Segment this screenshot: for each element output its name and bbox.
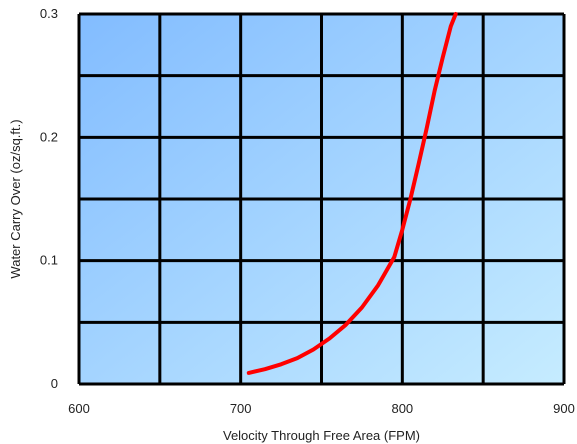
x-axis-label: Velocity Through Free Area (FPM) xyxy=(223,428,420,443)
y-tick-label: 0.3 xyxy=(40,6,58,21)
x-tick-label: 900 xyxy=(553,401,575,416)
x-tick-label: 700 xyxy=(230,401,252,416)
grid xyxy=(77,12,566,386)
y-tick-label: 0.2 xyxy=(40,129,58,144)
series-line-1 xyxy=(246,12,458,375)
y-axis-label: Water Carry Over (oz/sq.ft.) xyxy=(8,119,23,278)
x-tick-label: 600 xyxy=(68,401,90,416)
y-tick-label: 0.1 xyxy=(40,253,58,268)
x-axis-ticks: 600 700 800 900 xyxy=(68,401,575,416)
series-layer xyxy=(246,12,458,375)
y-axis-ticks: 0 0.1 0.2 0.3 xyxy=(40,6,58,391)
x-tick-label: 800 xyxy=(391,401,413,416)
y-tick-label: 0 xyxy=(51,376,58,391)
